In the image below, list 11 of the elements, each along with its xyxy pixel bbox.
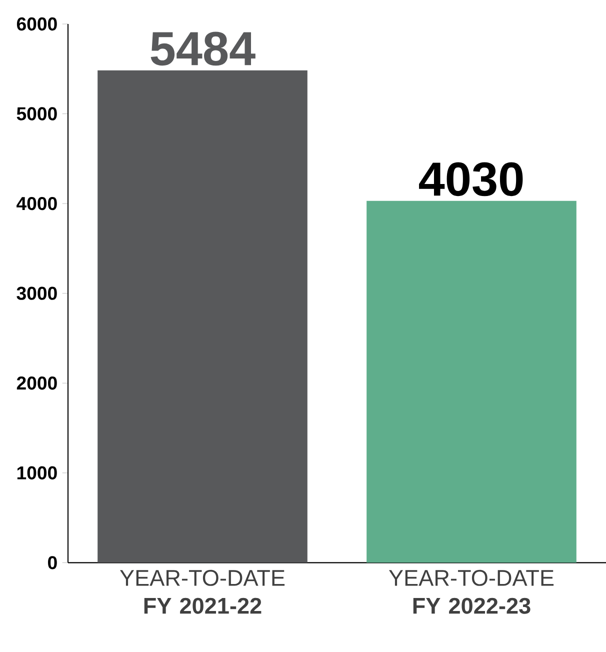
x-tick-label: YEAR-TO-DATE FY 2021-22: [120, 570, 285, 614]
y-tick-label: 3000: [16, 286, 57, 300]
y-tick-label: 4000: [16, 196, 57, 210]
y-tick-label: 6000: [16, 17, 57, 31]
y-tick-label: 0: [48, 556, 57, 570]
data-label: 5484: [150, 32, 256, 66]
y-tick-label: 5000: [16, 107, 57, 120]
y-tick-label: 2000: [16, 376, 57, 390]
y-tick-label: 1000: [17, 466, 57, 480]
data-label: 4030: [419, 162, 523, 196]
x-tick-label: YEAR-TO-DATE FY 2022-23: [388, 570, 554, 614]
